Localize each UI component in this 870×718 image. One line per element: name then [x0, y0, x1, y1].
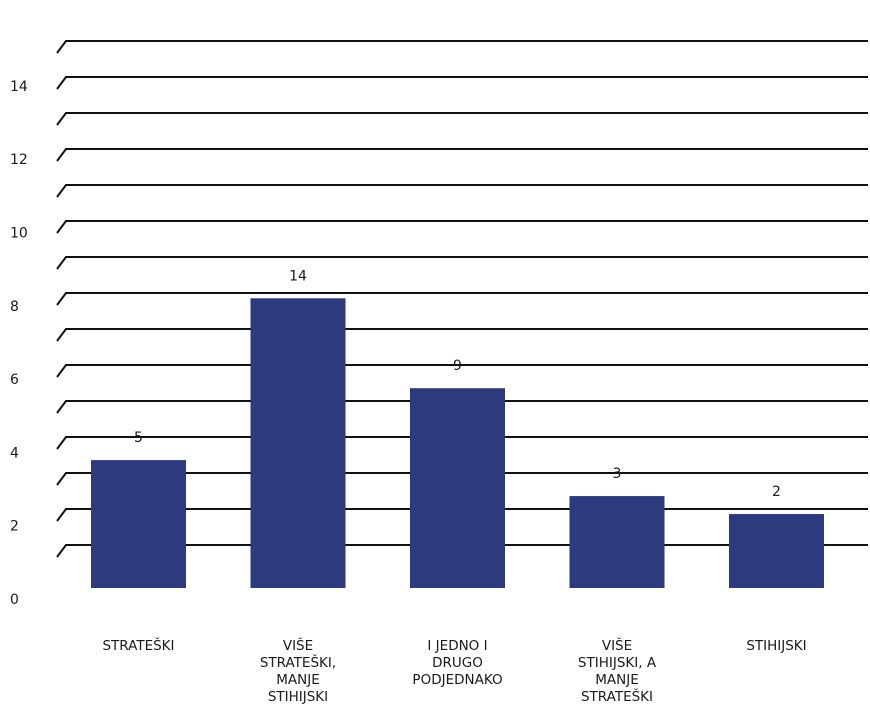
data-label: 3: [613, 466, 622, 482]
bar: [91, 460, 186, 588]
gridline: [56, 148, 868, 162]
gridline: [56, 40, 868, 54]
gridline: [56, 220, 868, 234]
data-label: 2: [772, 484, 781, 500]
gridline: [56, 112, 868, 126]
data-labels: 5 14 9 3 2: [134, 268, 781, 500]
x-category-label: VIŠE STRATEŠKI, MANJE STIHIJSKI: [260, 636, 336, 705]
gridline: [56, 400, 868, 414]
gridline: [56, 328, 868, 342]
y-tick-label: 2: [10, 519, 19, 535]
x-category-labels: STRATEŠKI VIŠE STRATEŠKI, MANJE STIHIJSKI I J…: [102, 636, 806, 705]
bar: [569, 496, 665, 588]
y-tick-label: 8: [10, 299, 19, 315]
gridline: [56, 292, 868, 306]
data-label: 9: [453, 358, 462, 374]
x-category-label: STRATEŠKI: [102, 636, 174, 654]
y-tick-label: 12: [10, 152, 28, 168]
bar: [729, 514, 824, 588]
gridline: [56, 184, 868, 198]
y-tick-label: 6: [10, 372, 19, 388]
data-label: 14: [289, 268, 307, 284]
gridline: [56, 76, 868, 90]
x-category-label: STIHIJSKI: [746, 638, 806, 654]
x-category-label: VIŠE STIHIJSKI, A MANJE STRATEŠKI: [578, 636, 657, 705]
bar: [250, 298, 346, 588]
gridlines: [56, 40, 868, 558]
y-tick-labels: 0 2 4 6 8 10 12 14: [10, 79, 28, 608]
data-label: 5: [134, 430, 143, 446]
y-tick-label: 0: [10, 592, 19, 608]
gridline: [56, 472, 868, 486]
bar: [410, 388, 505, 588]
y-tick-label: 4: [10, 445, 19, 461]
gridline: [56, 256, 868, 270]
y-tick-label: 14: [10, 79, 28, 95]
bars: [91, 298, 824, 588]
y-tick-label: 10: [10, 226, 28, 242]
x-category-label: I JEDNO I DRUGO PODJEDNAKO: [412, 638, 502, 688]
gridline: [56, 436, 868, 450]
gridline: [56, 364, 868, 378]
